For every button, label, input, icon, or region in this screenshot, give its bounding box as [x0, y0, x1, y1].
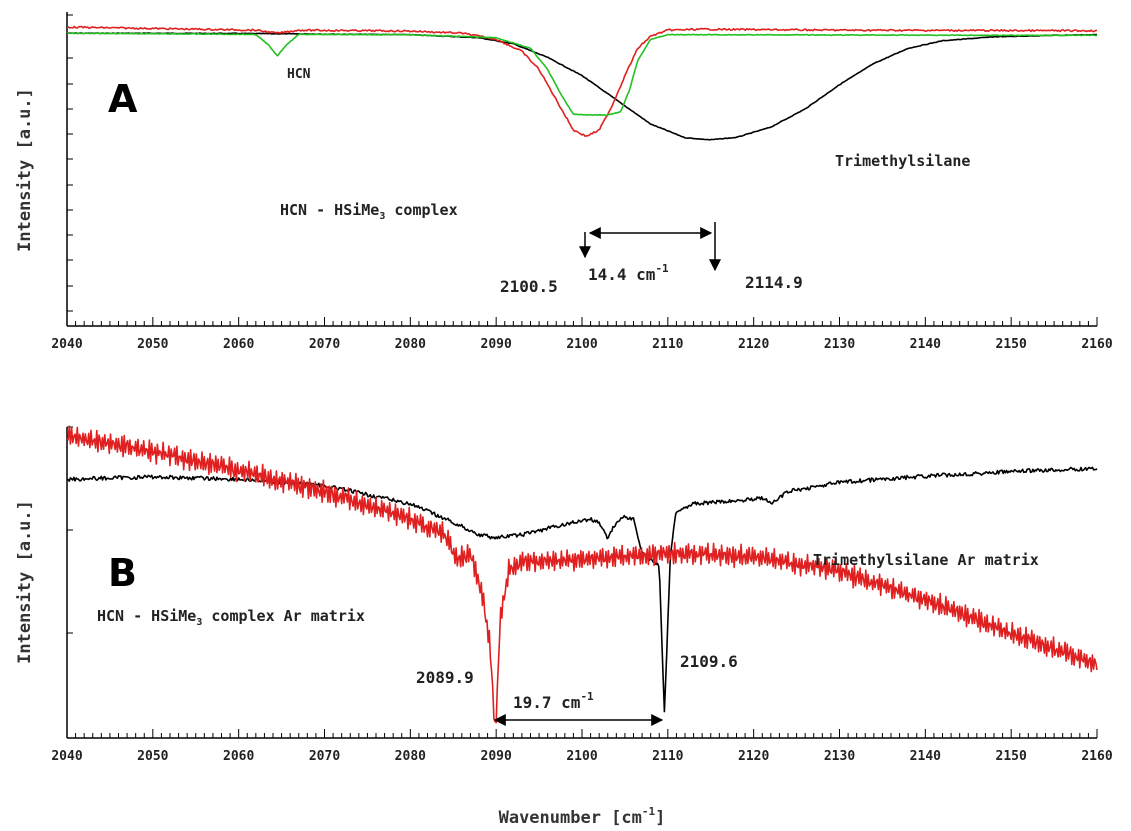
- panel-a-x-tick-label: 2160: [1081, 337, 1112, 352]
- panel-a-x-tick-label: 2070: [309, 337, 340, 352]
- panel-b-shift-label: 19.7 cm-1: [513, 690, 594, 712]
- panel-b-complex-text: HCN - HSiMe: [97, 607, 196, 625]
- panel-b-x-tick-label: 2060: [223, 749, 254, 764]
- panel-a-x-tick-label: 2140: [910, 337, 941, 352]
- panel-a-x-tick-label: 2090: [481, 337, 512, 352]
- panel-b-trimethylsilane-label: Trimethylsilane Ar matrix: [813, 551, 1039, 569]
- panel-a-shift-text: 14.4 cm: [588, 265, 656, 284]
- panel-b-x-tick-label: 2050: [137, 749, 168, 764]
- panel-a-x-tick-label: 2110: [652, 337, 683, 352]
- panel-b-x-tick-label: 2080: [395, 749, 426, 764]
- panel-a-x-tick-label: 2100: [566, 337, 597, 352]
- x-axis-label-sup: -1: [642, 805, 656, 818]
- panel-a-complex-label: HCN - HSiMe3 complex: [280, 201, 458, 222]
- panel-a-complex-tail: complex: [385, 201, 457, 219]
- panel-b-y-axis-label: Intensity [a.u.]: [15, 500, 35, 664]
- panel-a-x-tick-label: 2080: [395, 337, 426, 352]
- panel-a-series-1: [66, 25, 1098, 137]
- panel-b-complex-sub: 3: [196, 617, 202, 628]
- panel-b-x-tick-label: 2110: [652, 749, 683, 764]
- panel-a-peak-right-label: 2114.9: [745, 273, 803, 292]
- panel-b-x-tick-label: 2090: [481, 749, 512, 764]
- panel-a-peak-left-label: 2100.5: [500, 277, 558, 296]
- panel-a-x-tick-label: 2050: [137, 337, 168, 352]
- panel-a-complex-text: HCN - HSiMe: [280, 201, 379, 219]
- x-axis-label-text: Wavenumber [cm: [499, 808, 642, 828]
- panel-b-series-0: [66, 466, 1098, 713]
- panel-a-y-axis-label: Intensity [a.u.]: [15, 88, 35, 252]
- panel-b-x-tick-label: 2100: [566, 749, 597, 764]
- panel-b-series-1: [66, 425, 1098, 724]
- panel-a-x-tick-label: 2130: [824, 337, 855, 352]
- panel-a-tick-layer: [66, 14, 1098, 326]
- panel-b-complex-label: HCN - HSiMe3 complex Ar matrix: [97, 607, 365, 628]
- panel-b-x-tick-labels: 2040 2050 2060 2070 2080 2090 2100 2110 2120 2130…: [51, 749, 1112, 764]
- panel-b: 2040 2050 2060 2070 2080 2090 2100 2110 2120 2130…: [15, 425, 1113, 828]
- panel-a-hcn-label: HCN: [287, 67, 311, 82]
- panel-b-x-tick-label: 2120: [738, 749, 769, 764]
- panel-a: 2040 2050 2060 2070 2080 2090 2100 2110 2120 2130…: [15, 12, 1113, 352]
- panel-b-series-layer: [66, 425, 1098, 724]
- x-axis-label-tail: ]: [655, 808, 665, 828]
- panel-a-complex-sub: 3: [379, 211, 385, 222]
- panel-b-peak-left-label: 2089.9: [416, 668, 474, 687]
- panel-a-x-tick-label: 2120: [738, 337, 769, 352]
- panel-b-x-tick-label: 2130: [824, 749, 855, 764]
- panel-a-series-2: [66, 32, 1098, 117]
- panel-a-shift-sup: -1: [655, 262, 669, 275]
- panel-a-series-layer: [66, 25, 1098, 141]
- panel-b-shift-text: 19.7 cm: [513, 693, 581, 712]
- panel-b-x-tick-label: 2140: [910, 749, 941, 764]
- panel-a-label: A: [108, 77, 138, 121]
- panel-b-peak-right-label: 2109.6: [680, 652, 738, 671]
- panel-a-trimethylsilane-label: Trimethylsilane: [835, 152, 970, 170]
- panel-b-tick-layer: [66, 426, 1098, 738]
- panel-a-x-tick-labels: 2040 2050 2060 2070 2080 2090 2100 2110 2120 2130…: [51, 337, 1112, 352]
- panel-a-x-tick-label: 2040: [51, 337, 82, 352]
- panel-b-shift-sup: -1: [580, 690, 594, 703]
- panel-a-shift-label: 14.4 cm-1: [588, 262, 669, 284]
- panel-b-label: B: [108, 551, 137, 595]
- panel-b-x-tick-label: 2070: [309, 749, 340, 764]
- panel-a-x-tick-label: 2150: [996, 337, 1027, 352]
- panel-a-x-tick-label: 2060: [223, 337, 254, 352]
- panel-b-x-tick-label: 2150: [996, 749, 1027, 764]
- x-axis-label: Wavenumber [cm-1]: [499, 805, 666, 828]
- panel-b-x-tick-label: 2160: [1081, 749, 1112, 764]
- panel-b-x-tick-label: 2040: [51, 749, 82, 764]
- panel-b-complex-tail: complex Ar matrix: [202, 607, 365, 625]
- panel-a-series-0: [67, 32, 1098, 141]
